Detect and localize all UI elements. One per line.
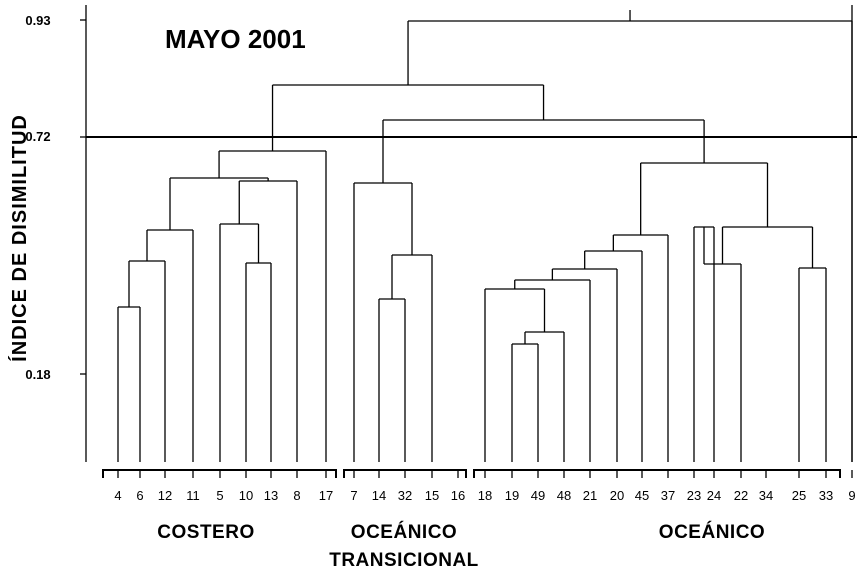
leaf-label: 23 [687,488,701,503]
leaf-label: 22 [734,488,748,503]
group-label-costero: COSTERO [157,522,254,543]
leaf-label: 10 [239,488,253,503]
leaf-label: 37 [661,488,675,503]
group-label-oceanico: OCEÁNICO [659,521,765,543]
leaf-label: 15 [425,488,439,503]
leaf-label: 6 [136,488,143,503]
leaf-label: 18 [478,488,492,503]
leaf-label: 49 [531,488,545,503]
leaf-label: 32 [398,488,412,503]
group-bracket-costero [102,469,337,478]
leaf-label: 34 [759,488,773,503]
leaf-label: 48 [557,488,571,503]
group-label-oceanico-transicional: OCEÁNICO [351,521,457,543]
leaf-label: 5 [216,488,223,503]
leaf-label: 17 [319,488,333,503]
leaf-label: 21 [583,488,597,503]
leaf-labels: 4 6 12 11 5 10 13 8 17 7 14 32 15 16 18 19 49 48 21 20 45 37 2… [114,470,856,503]
y-tick-label: 0.72 [25,129,50,144]
leaf-label: 16 [451,488,465,503]
group-bracket-oceanico [473,469,841,478]
leaf-label: 20 [610,488,624,503]
group-bracket-transicional [343,469,467,478]
leaf-label: 11 [186,488,200,503]
leaf-label: 12 [158,488,172,503]
leaf-label: 14 [372,488,386,503]
y-axis-label: ÍNDICE DE DISIMILITUD [8,114,31,362]
leaf-label: 13 [264,488,278,503]
group-label-transicional: TRANSICIONAL [329,550,479,571]
dendrogram-branches [117,10,853,462]
y-tick-label: 0.93 [25,13,50,28]
leaf-label: 7 [350,488,357,503]
leaf-label: 4 [114,488,121,503]
leaf-label: 45 [635,488,649,503]
leaf-label: 8 [293,488,300,503]
leaf-label: 33 [819,488,833,503]
leaf-label: 9 [848,488,855,503]
leaf-label: 19 [505,488,519,503]
leaf-label: 25 [792,488,806,503]
leaf-label: 24 [707,488,721,503]
y-tick-label: 0.18 [25,367,50,382]
chart-title: MAYO 2001 [165,24,306,54]
